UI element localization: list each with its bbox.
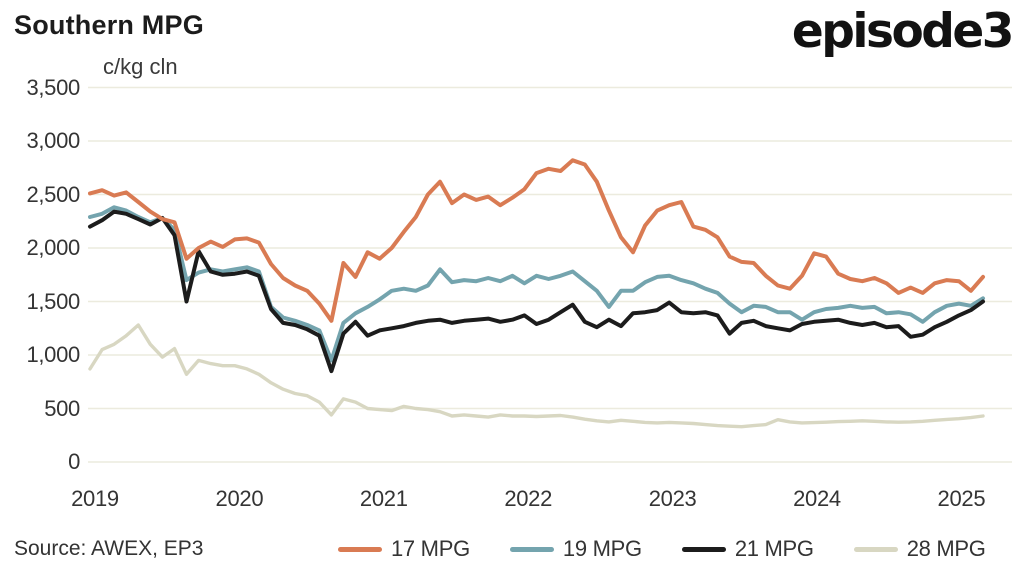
x-tick-label: 2022 [504,486,553,511]
x-tick-label: 2023 [648,486,697,511]
legend-item-17-mpg: 17 MPG [338,536,470,562]
legend-label: 19 MPG [562,536,642,561]
legend-item-21-mpg: 21 MPG [681,536,814,562]
y-tick-label: 3,000 [26,128,80,153]
legend-label: 17 MPG [391,536,470,561]
x-tick-label: 2025 [937,486,986,511]
legend-swatch [681,546,726,552]
chart-legend: 17 MPG 19 MPG 21 MPG 28 MPG [338,534,986,564]
legend-label: 28 MPG [906,536,986,561]
chart-title: Southern MPG [14,10,204,40]
x-tick-label: 2024 [793,486,841,511]
x-tick-label: 2019 [71,486,119,511]
y-tick-label: 2,000 [26,235,80,260]
series-line-17-mpg [88,158,985,323]
y-tick-label: 3,500 [26,74,80,100]
legend-swatch [853,546,898,552]
y-tick-label: 1,000 [26,342,80,367]
legend-swatch [338,546,382,552]
legend-item-19-mpg: 19 MPG [509,536,642,562]
legend-label: 21 MPG [734,536,814,561]
series-line-21-mpg [88,209,985,374]
legend-item-28-mpg: 28 MPG [853,536,986,562]
chart-footer: Source: AWEX, EP3 17 MPG 19 MPG 21 MPG 28 M… [0,534,1024,564]
y-tick-label: 0 [68,449,80,474]
x-tick-label: 2020 [215,486,264,511]
y-tick-label: 500 [44,395,80,421]
episode3-logo: episode3 [791,4,1015,59]
source-note: Source: AWEX, EP3 [14,537,204,560]
x-tick-label: 2021 [359,486,408,511]
y-tick-label: 2,500 [26,181,80,207]
y-tick-label: 1,500 [26,288,80,314]
series-line-19-mpg [88,205,985,363]
series-line-28-mpg [88,323,985,429]
y-axis-unit-label: c/kg cln [103,54,178,79]
legend-swatch [509,546,554,552]
